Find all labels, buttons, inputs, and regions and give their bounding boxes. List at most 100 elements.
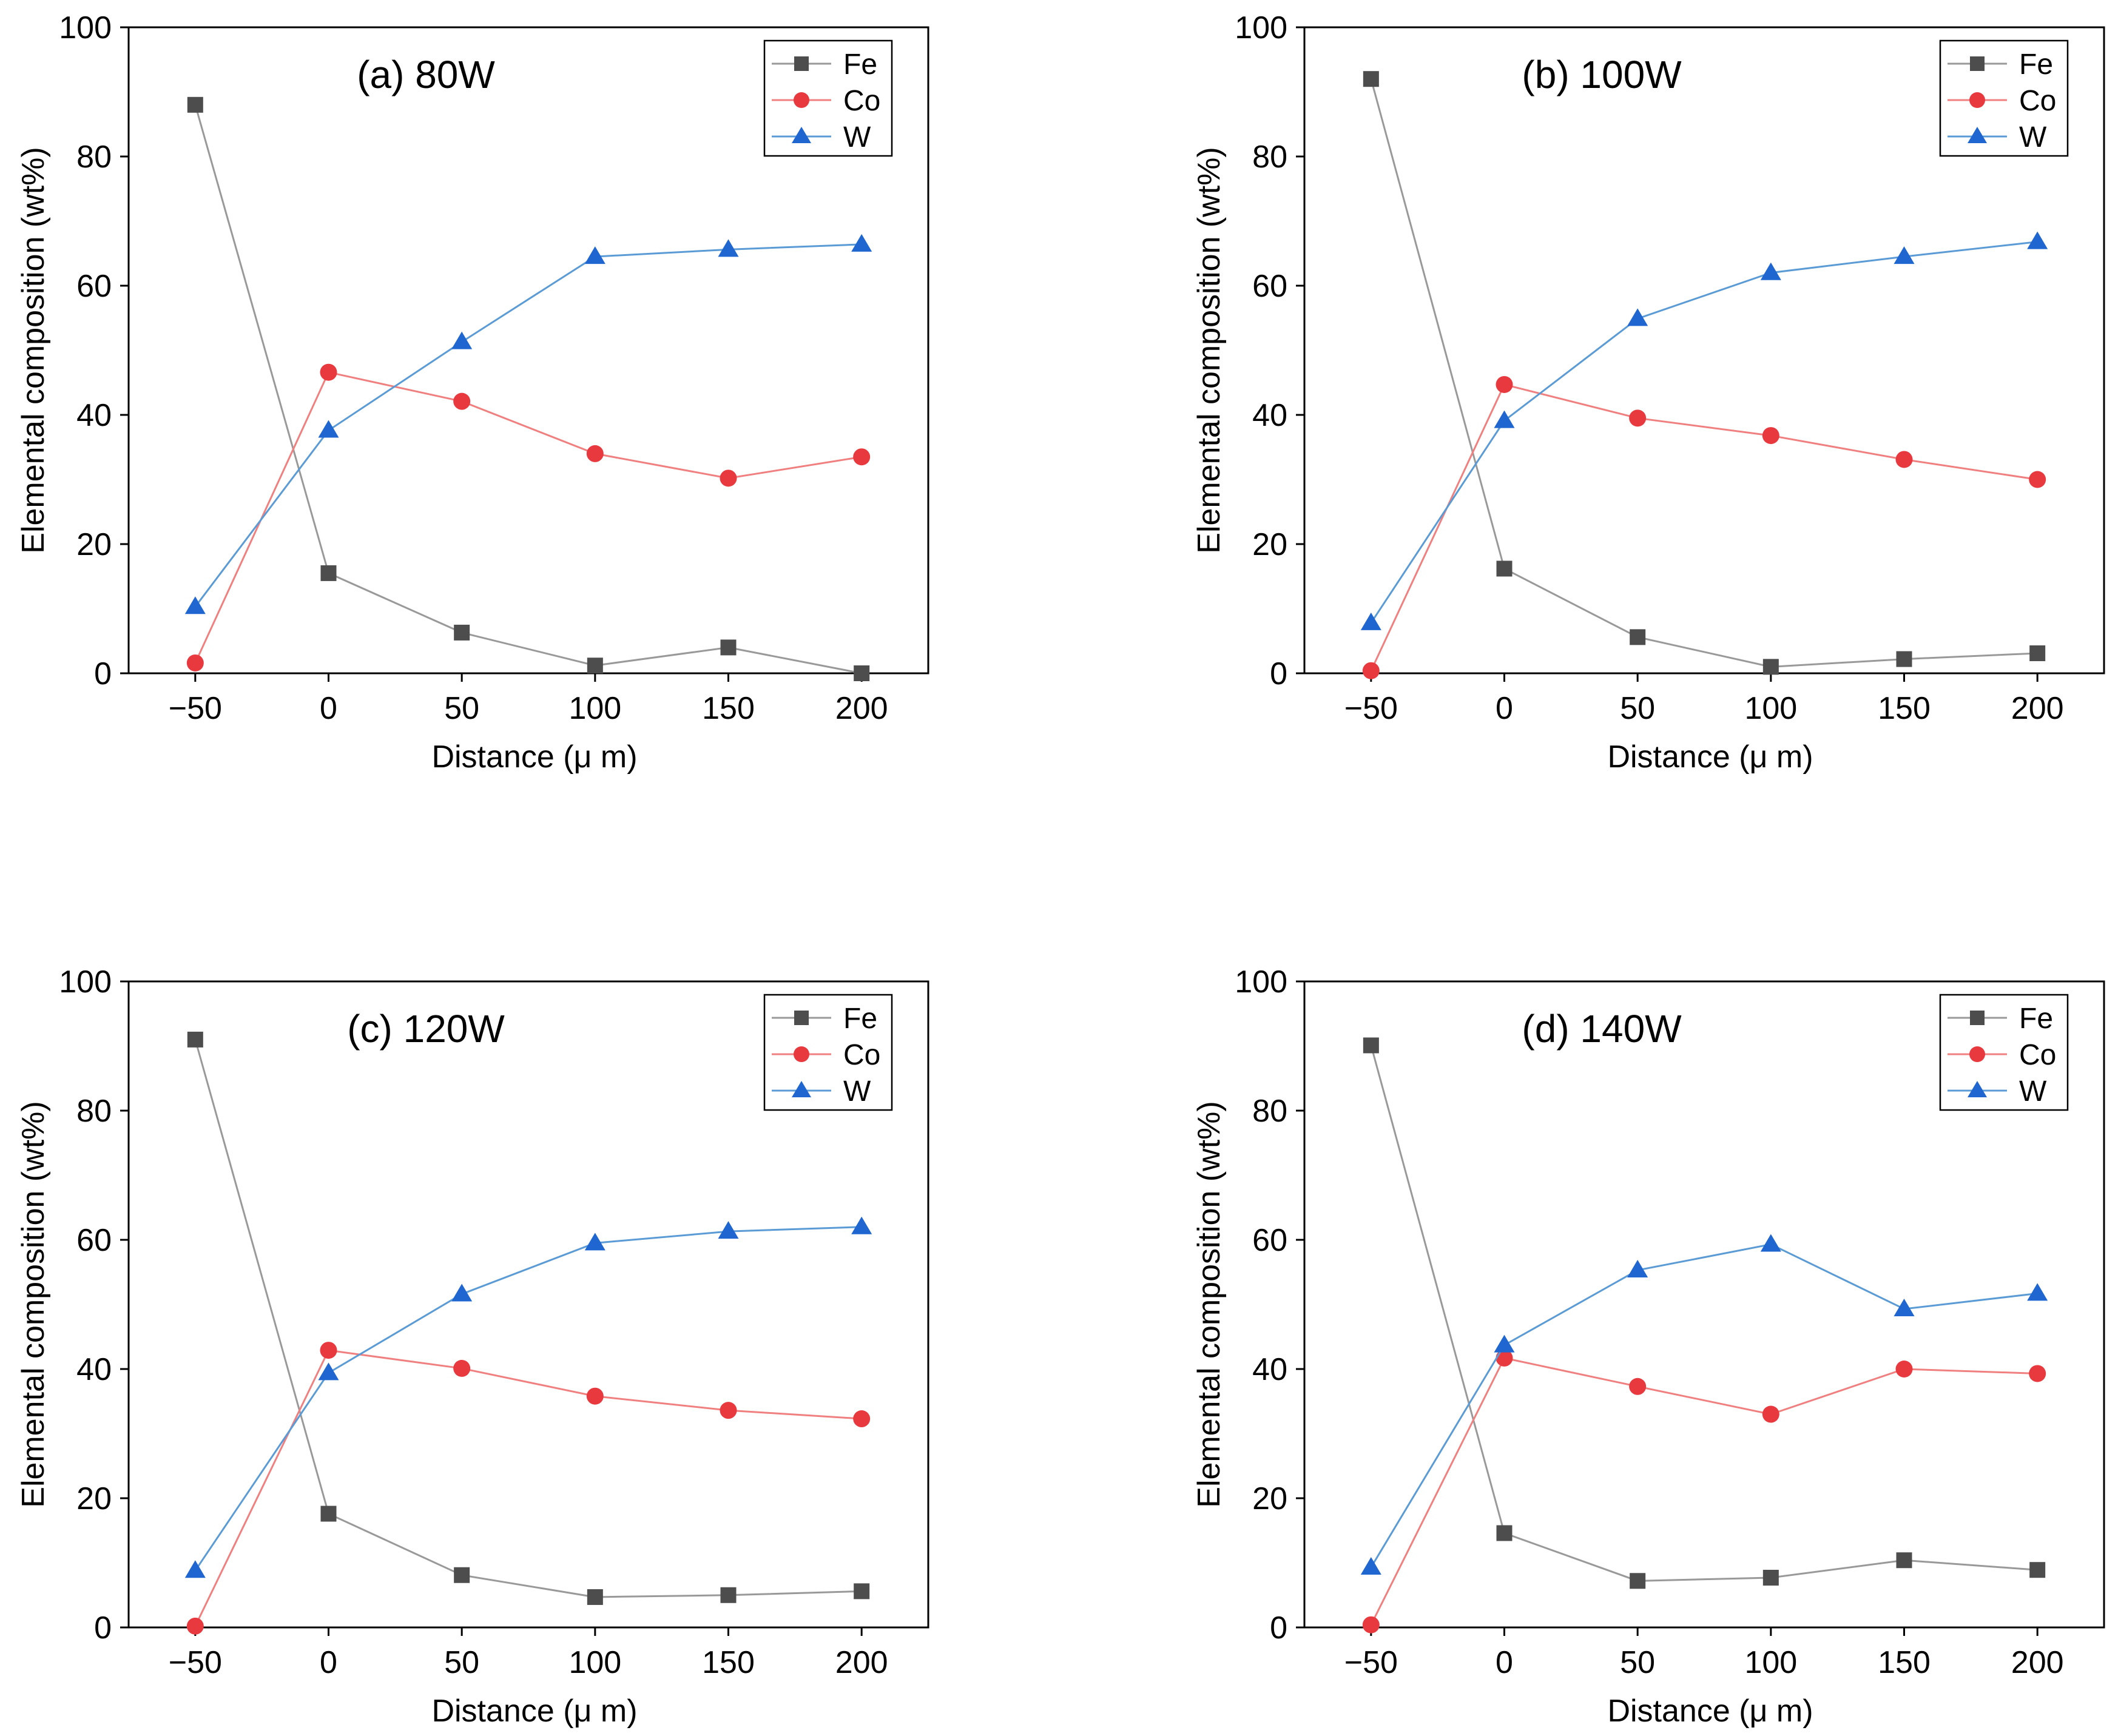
legend-marker-fe xyxy=(794,56,809,71)
y-axis-title: Elemental composition (wt%) xyxy=(16,147,51,553)
data-point-fe xyxy=(854,1583,870,1600)
y-tick-label: 80 xyxy=(1252,1094,1287,1129)
data-point-w xyxy=(318,420,339,438)
data-point-w xyxy=(851,234,872,252)
x-tick-label: 200 xyxy=(2011,1645,2064,1680)
series-line-fe xyxy=(1370,1045,2038,1582)
data-point-co xyxy=(1762,427,1779,445)
series-line-co xyxy=(194,371,862,664)
data-point-w xyxy=(1894,1298,1915,1316)
y-tick-label: 40 xyxy=(1252,1352,1287,1387)
x-axis-title: Distance (μ m) xyxy=(1607,739,1813,775)
data-point-w xyxy=(584,246,605,264)
data-point-co xyxy=(853,1410,871,1428)
series-line-w xyxy=(194,1226,862,1572)
legend: Fe Co W xyxy=(1939,994,2069,1111)
x-tick-label: 0 xyxy=(320,1645,337,1680)
legend-label: Co xyxy=(843,1039,880,1071)
legend-label: W xyxy=(843,121,871,153)
data-point-fe xyxy=(1896,651,1912,667)
data-point-w xyxy=(1627,1260,1648,1278)
x-tick-label: 150 xyxy=(1878,691,1931,726)
y-tick-label: 80 xyxy=(76,1094,112,1129)
x-tick-label: 100 xyxy=(568,1645,621,1680)
data-point-w xyxy=(451,331,473,349)
series-line-fe xyxy=(1370,78,2038,668)
y-tick-label: 60 xyxy=(76,1223,112,1258)
x-tick-label: 50 xyxy=(444,1645,479,1680)
data-point-fe xyxy=(2029,645,2046,661)
x-tick-label: 50 xyxy=(444,691,479,726)
data-point-fe xyxy=(187,96,203,113)
y-tick-label: 100 xyxy=(1235,964,1287,1000)
y-tick-label: 40 xyxy=(1252,398,1287,433)
legend-marker-co xyxy=(794,1046,809,1062)
y-axis-title: Elemental composition (wt%) xyxy=(1192,1101,1227,1507)
chart-panel-b: −50 0 50 100 150 200 0 20 40 60 80 100 Distance (μ m… xyxy=(1192,10,2105,775)
x-tick-label: 100 xyxy=(1744,691,1797,726)
data-point-fe xyxy=(1762,1569,1779,1586)
panel-title: (a) 80W xyxy=(357,53,495,96)
series-line-fe xyxy=(194,1039,862,1598)
chart-panel-a: −50 0 50 100 150 200 0 20 40 60 80 100 Distance (μ m… xyxy=(16,10,929,775)
x-tick-label: 0 xyxy=(1496,691,1513,726)
x-tick-label: 50 xyxy=(1620,1645,1655,1680)
legend: Fe Co W xyxy=(763,994,893,1111)
data-point-co xyxy=(1629,1378,1647,1395)
legend-label: Fe xyxy=(2019,1003,2053,1035)
y-tick-label: 100 xyxy=(59,10,112,45)
y-tick-label: 40 xyxy=(76,398,112,433)
x-tick-label: −50 xyxy=(1344,691,1398,726)
data-point-w xyxy=(1360,612,1381,630)
plot-frame xyxy=(127,980,929,1629)
data-point-co xyxy=(586,445,604,462)
data-point-fe xyxy=(1896,1552,1912,1569)
data-point-w xyxy=(718,239,739,257)
x-tick-label: 150 xyxy=(702,1645,755,1680)
y-tick-label: 20 xyxy=(76,527,112,562)
series-line-co xyxy=(1370,1357,2038,1626)
legend-marker-co xyxy=(794,92,809,108)
x-axis-title: Distance (μ m) xyxy=(431,739,637,775)
data-point-w xyxy=(318,1362,339,1381)
legend: Fe Co W xyxy=(1939,39,2069,157)
legend-label: Co xyxy=(2019,1039,2056,1071)
data-point-fe xyxy=(454,624,470,641)
data-point-w xyxy=(1760,262,1781,280)
data-point-fe xyxy=(1496,1525,1513,1541)
panel-title: (d) 140W xyxy=(1522,1007,1682,1051)
x-tick-label: 0 xyxy=(320,691,337,726)
panel-title: (c) 120W xyxy=(347,1007,505,1051)
data-point-w xyxy=(1760,1234,1781,1252)
data-point-co xyxy=(186,1617,204,1635)
x-tick-label: −50 xyxy=(169,691,222,726)
x-tick-label: 150 xyxy=(702,691,755,726)
series-line-co xyxy=(194,1349,862,1627)
data-point-fe xyxy=(320,1506,337,1522)
data-point-fe xyxy=(587,1589,603,1605)
data-point-co xyxy=(453,392,471,410)
y-tick-label: 60 xyxy=(76,269,112,304)
x-tick-label: 200 xyxy=(835,1645,888,1680)
x-tick-label: 150 xyxy=(1878,1645,1931,1680)
data-point-w xyxy=(851,1216,872,1234)
y-tick-label: 20 xyxy=(76,1481,112,1516)
data-point-fe xyxy=(854,665,870,681)
data-point-co xyxy=(586,1387,604,1405)
data-point-co xyxy=(1362,662,1380,679)
data-point-w xyxy=(1494,410,1515,428)
y-tick-label: 60 xyxy=(1252,269,1287,304)
y-axis-title: Elemental composition (wt%) xyxy=(1192,147,1227,553)
y-tick-label: 20 xyxy=(1252,527,1287,562)
y-tick-label: 40 xyxy=(76,1352,112,1387)
data-point-fe xyxy=(1762,659,1779,675)
data-point-fe xyxy=(1363,1037,1379,1054)
legend-label: Fe xyxy=(843,1003,877,1035)
data-point-w xyxy=(2027,231,2048,249)
data-point-fe xyxy=(1363,71,1379,87)
y-axis-title: Elemental composition (wt%) xyxy=(16,1101,51,1507)
data-point-fe xyxy=(587,658,603,674)
plot-frame xyxy=(1303,26,2105,675)
y-tick-label: 80 xyxy=(1252,140,1287,175)
